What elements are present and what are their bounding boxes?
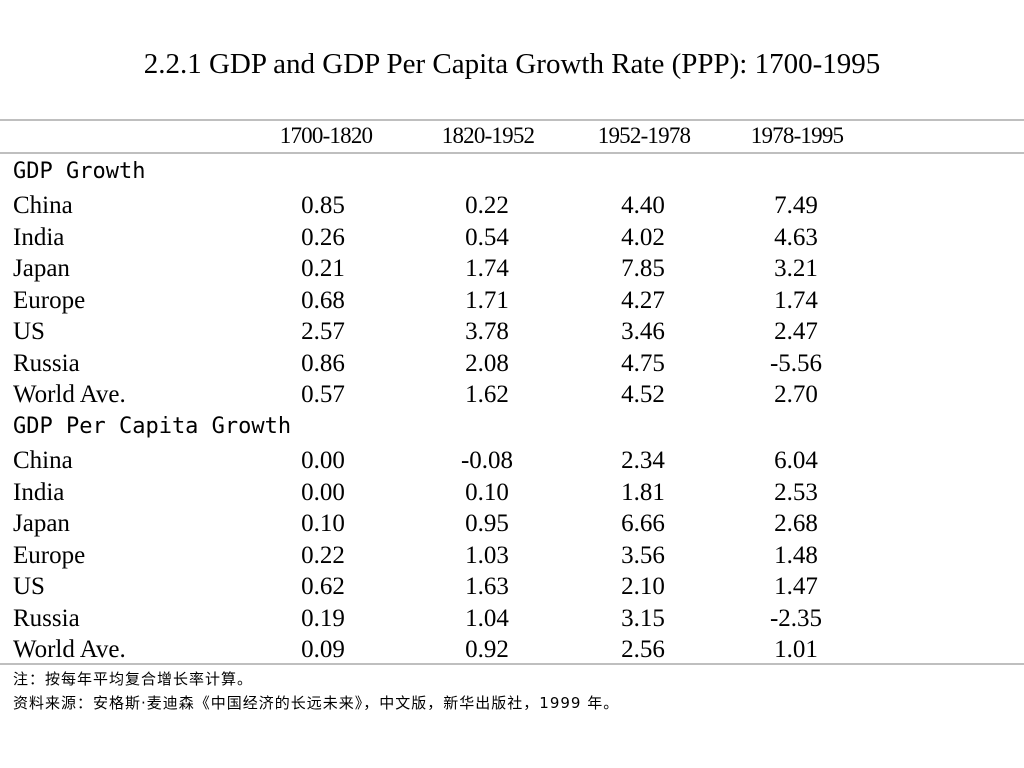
table-row: US 2.57 3.78 3.46 2.47 (0, 316, 1024, 347)
table-row: India 0.00 0.10 1.81 2.53 (0, 477, 1024, 508)
table-cell: 6.66 (621, 510, 665, 537)
table-cell: 4.27 (621, 286, 665, 314)
table-cell: 1.63 (465, 573, 509, 600)
table-cell: 0.09 (301, 636, 345, 663)
row-label: China (13, 192, 73, 219)
table-cell: 0.22 (301, 541, 345, 569)
table-cell: 4.52 (621, 381, 665, 408)
table-row: World Ave. 0.57 1.62 4.52 2.70 (0, 379, 1024, 410)
table-cell: 2.68 (774, 510, 818, 537)
table-cell: 0.54 (465, 223, 509, 251)
table-cell: -0.08 (460, 447, 514, 474)
table-cell: -5.56 (769, 349, 823, 377)
table-header: 1700-1820 1820-1952 1952-1978 1978-1995 (0, 121, 1024, 151)
table-row: Japan 0.21 1.74 7.85 3.21 (0, 253, 1024, 284)
column-header: 1700-1820 (279, 123, 373, 148)
source-note: 资料来源：安格斯·麦迪森《中国经济的长远未来》，中文版，新华出版社，1999 年… (13, 694, 620, 712)
table-cell: 0.62 (301, 573, 345, 600)
row-label: Japan (13, 510, 70, 537)
table-cell: 2.70 (774, 381, 818, 408)
table-cell: 0.85 (301, 192, 345, 219)
section-label: GDP Growth (13, 159, 146, 184)
table-cell: 1.74 (774, 286, 818, 314)
row-label: World Ave. (13, 636, 126, 663)
table-cell: 2.10 (621, 573, 665, 600)
table-cell: 0.21 (301, 255, 345, 282)
table-row: China 0.85 0.22 4.40 7.49 (0, 190, 1024, 221)
table-cell: 7.85 (621, 255, 665, 282)
row-label: Russia (13, 349, 80, 377)
table-row: Russia 0.86 2.08 4.75 -5.56 (0, 348, 1024, 379)
column-header: 1952-1978 (597, 123, 691, 148)
table-row: World Ave. 0.09 0.92 2.56 1.01 (0, 634, 1024, 665)
row-label: Russia (13, 604, 80, 632)
table-cell: 0.10 (465, 478, 509, 506)
row-label: US (13, 573, 45, 600)
table-cell: 0.92 (465, 636, 509, 663)
table-cell: 2.53 (774, 478, 818, 506)
table-cell: 4.63 (774, 223, 818, 251)
table-cell: 0.86 (301, 349, 345, 377)
table-cell: 1.71 (465, 286, 509, 314)
table-cell: 0.57 (301, 381, 345, 408)
table-cell: 2.08 (465, 349, 509, 377)
table-cell: 1.01 (774, 636, 818, 663)
table-row: US 0.62 1.63 2.10 1.47 (0, 571, 1024, 602)
section-label: GDP Per Capita Growth (13, 414, 292, 439)
table-cell: 0.19 (301, 604, 345, 632)
table-cell: 1.74 (465, 255, 509, 282)
row-label: Europe (13, 286, 86, 314)
table-cell: 1.03 (465, 541, 509, 569)
table-row: Japan 0.10 0.95 6.66 2.68 (0, 508, 1024, 539)
table-row: Europe 0.22 1.03 3.56 1.48 (0, 540, 1024, 571)
table-cell: 0.00 (301, 447, 345, 474)
table-cell: 0.00 (301, 478, 345, 506)
row-label: Europe (13, 541, 86, 569)
table-cell: 3.15 (621, 604, 665, 632)
table-cell: 2.57 (301, 318, 345, 345)
table-cell: 1.47 (774, 573, 818, 600)
table-top-rule (0, 119, 1024, 121)
table-cell: 2.56 (621, 636, 665, 663)
table-cell: 3.46 (621, 318, 665, 345)
table-cell: 0.22 (465, 192, 509, 219)
page-title: 2.2.1 GDP and GDP Per Capita Growth Rate… (143, 48, 881, 80)
table-cell: 4.75 (621, 349, 665, 377)
table-cell: 0.10 (301, 510, 345, 537)
table-row: Russia 0.19 1.04 3.15 -2.35 (0, 603, 1024, 634)
table-cell: 2.47 (774, 318, 818, 345)
row-label: China (13, 447, 73, 474)
table-cell: 0.68 (301, 286, 345, 314)
table-cell: 3.21 (774, 255, 818, 282)
row-label: India (13, 478, 65, 506)
row-label: World Ave. (13, 381, 126, 408)
table-cell: 0.26 (301, 223, 345, 251)
table-cell: 0.95 (465, 510, 509, 537)
table-header-rule (0, 152, 1024, 154)
table-cell: 3.56 (621, 541, 665, 569)
table-row: India 0.26 0.54 4.02 4.63 (0, 222, 1024, 253)
table-cell: 1.81 (621, 478, 665, 506)
table-cell: 6.04 (774, 447, 818, 474)
table-cell: 1.62 (465, 381, 509, 408)
column-header: 1820-1952 (441, 123, 535, 148)
table-cell: 1.04 (465, 604, 509, 632)
table-cell: -2.35 (769, 604, 823, 632)
row-label: Japan (13, 255, 70, 282)
table-row: Europe 0.68 1.71 4.27 1.74 (0, 285, 1024, 316)
row-label: US (13, 318, 45, 345)
table-note: 注：按每年平均复合增长率计算。 (13, 670, 254, 688)
table-row: China 0.00 -0.08 2.34 6.04 (0, 445, 1024, 476)
column-header: 1978-1995 (750, 123, 844, 148)
table-cell: 1.48 (774, 541, 818, 569)
table-cell: 2.34 (621, 447, 665, 474)
table-bottom-rule (0, 663, 1024, 665)
table-cell: 7.49 (774, 192, 818, 219)
table-cell: 4.02 (621, 223, 665, 251)
table-cell: 4.40 (621, 192, 665, 219)
table-cell: 3.78 (465, 318, 509, 345)
row-label: India (13, 223, 65, 251)
